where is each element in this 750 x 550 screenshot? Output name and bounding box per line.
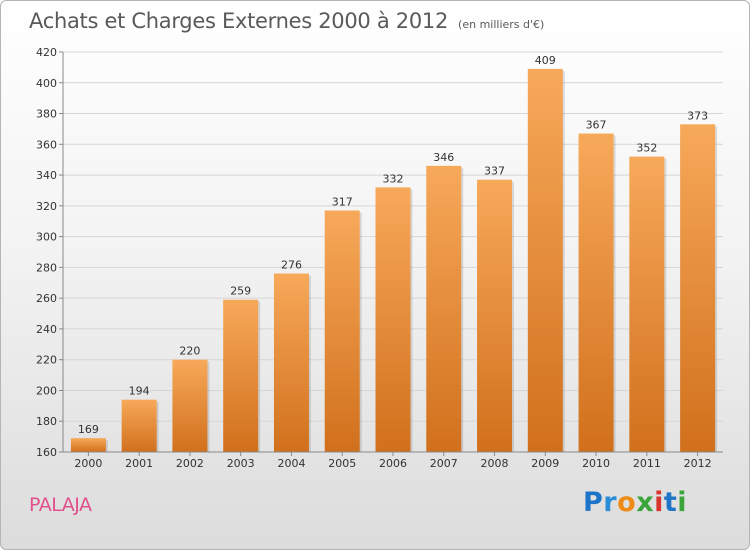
data-label: 317 — [332, 195, 353, 208]
logo-letter: i — [677, 487, 688, 518]
x-tick-label: 2007 — [430, 457, 458, 470]
data-label: 259 — [230, 285, 251, 298]
x-tick-label: 2005 — [328, 457, 356, 470]
x-tick-label: 2003 — [227, 457, 255, 470]
y-tick-label: 220 — [36, 354, 57, 367]
y-tick-label: 300 — [36, 231, 57, 244]
y-tick-label: 180 — [36, 415, 57, 428]
data-label: 409 — [535, 54, 556, 67]
y-tick-label: 320 — [36, 200, 57, 213]
chart-subtitle: (en milliers d'€) — [458, 18, 545, 31]
x-tick-label: 2001 — [125, 457, 153, 470]
data-label: 276 — [281, 259, 302, 272]
data-label: 337 — [484, 165, 505, 178]
y-tick-label: 240 — [36, 323, 57, 336]
logo-letter: i — [654, 487, 664, 518]
proxiti-logo[interactable]: Proxiti — [583, 487, 687, 518]
bar — [121, 399, 157, 452]
logo-letter: o — [617, 487, 637, 518]
x-tick-label: 2010 — [582, 457, 610, 470]
commune-name: PALAJA — [29, 494, 92, 516]
data-label: 332 — [383, 172, 404, 185]
bar — [426, 165, 462, 452]
y-tick-label: 200 — [36, 384, 57, 397]
bar — [223, 299, 259, 452]
x-tick-label: 2006 — [379, 457, 407, 470]
bar — [680, 124, 716, 453]
logo-letter: P — [583, 487, 604, 518]
data-label: 367 — [586, 119, 607, 132]
bar — [172, 359, 208, 452]
y-tick-label: 160 — [36, 446, 57, 459]
chart-title-text: Achats et Charges Externes 2000 à 2012 — [29, 9, 449, 33]
x-tick-label: 2000 — [74, 457, 102, 470]
bar — [273, 273, 309, 452]
x-tick-label: 2002 — [176, 457, 204, 470]
x-tick-label: 2011 — [633, 457, 661, 470]
x-tick-label: 2009 — [531, 457, 559, 470]
logo-letter: r — [603, 487, 618, 518]
data-label: 346 — [433, 151, 454, 164]
bar — [527, 68, 563, 452]
y-tick-label: 280 — [36, 261, 57, 274]
x-tick-label: 2012 — [684, 457, 712, 470]
logo-letter: x — [636, 487, 655, 518]
logo-letter: t — [663, 487, 678, 518]
bar — [477, 179, 513, 452]
y-tick-label: 360 — [36, 138, 57, 151]
x-tick-label: 2008 — [481, 457, 509, 470]
bar — [324, 210, 360, 452]
bar — [629, 156, 665, 452]
data-label: 169 — [78, 423, 99, 436]
y-tick-label: 400 — [36, 77, 57, 90]
data-label: 194 — [129, 385, 150, 398]
bar — [578, 133, 614, 453]
bar — [375, 187, 411, 452]
y-tick-label: 340 — [36, 169, 57, 182]
y-tick-label: 260 — [36, 292, 57, 305]
y-tick-label: 380 — [36, 108, 57, 121]
x-tick-label: 2004 — [277, 457, 305, 470]
data-label: 220 — [179, 345, 200, 358]
y-tick-label: 420 — [36, 46, 57, 59]
bar — [70, 438, 106, 452]
chart-title: Achats et Charges Externes 2000 à 2012 (e… — [29, 9, 544, 33]
data-label: 352 — [636, 142, 657, 155]
data-label: 373 — [687, 109, 708, 122]
